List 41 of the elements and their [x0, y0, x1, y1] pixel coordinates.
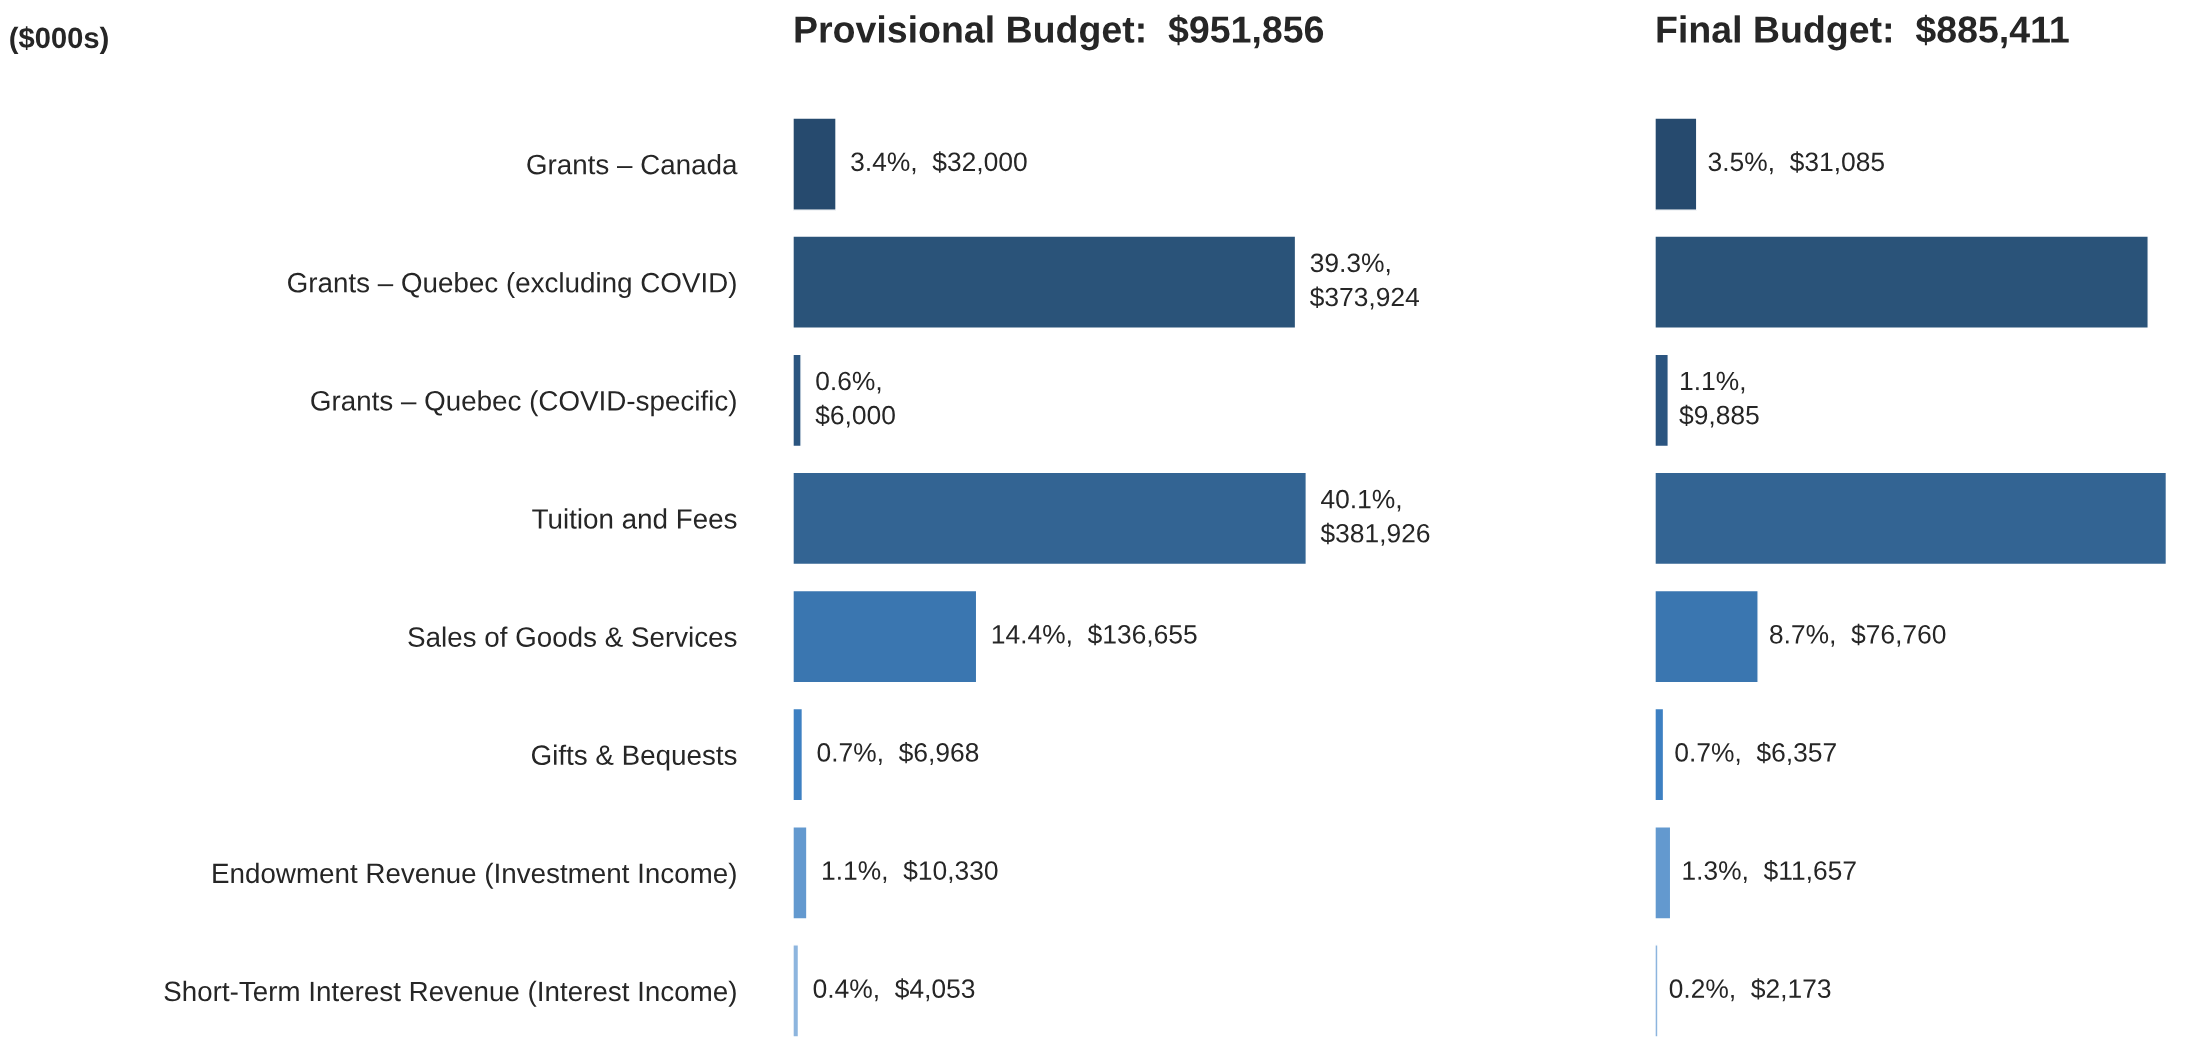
- data-label: 3.4%, $32,000: [851, 151, 1027, 175]
- y-tick-label: Grants – Canada: [527, 154, 738, 175]
- bar: [793, 353, 802, 448]
- data-label: 1.1%, $10,330: [823, 860, 998, 884]
- y-tick-label: Gifts & Bequests: [531, 744, 737, 771]
- y-tick-label: Sales of Goods & Services: [408, 626, 737, 647]
- data-label: 14.4%, $136,655: [992, 623, 1197, 647]
- chart-title: Provisional Budget: $951,856: [795, 14, 1324, 51]
- y-tick-label: Tuition and Fees: [532, 508, 737, 529]
- data-label: 0.4%, $4,053: [813, 978, 975, 1002]
- bar: [1655, 117, 1698, 211]
- bar: [793, 826, 808, 920]
- bar: [1655, 589, 1759, 684]
- text: ($000s): [10, 26, 108, 54]
- bar: [793, 707, 804, 802]
- data-label: 1.1%, $9,885: [1679, 371, 1759, 428]
- data-label: 0.6%, $6,000: [815, 371, 895, 428]
- chart-title: Final Budget: $885,411: [1657, 14, 2069, 51]
- y-tick-label: Short-Term Interest Revenue (Interest Income): [164, 980, 736, 1007]
- data-label: 0.2%, $2,173: [1669, 978, 1831, 1002]
- bar: [793, 589, 978, 684]
- bar: [793, 117, 837, 211]
- bar: [1655, 707, 1665, 802]
- data-label: 8.7%, $76,760: [1770, 623, 1946, 647]
- y-tick-label: Endowment Revenue (Investment Income): [213, 862, 736, 889]
- bar: [1655, 826, 1672, 920]
- bar: [793, 235, 1297, 329]
- y-tick-label: Grants – Quebec (COVID-specific): [311, 390, 736, 417]
- bar: [1655, 235, 2149, 329]
- data-label: 39.3%, $373,924: [1309, 253, 1419, 310]
- data-label: 0.7%, $6,968: [817, 741, 979, 765]
- data-label: 0.7%, $6,357: [1675, 741, 1836, 765]
- data-label: 3.5%, $31,085: [1708, 151, 1884, 175]
- data-label: 1.3%, $11,657: [1683, 860, 1856, 884]
- bar: [1655, 471, 2168, 566]
- bar: [1655, 353, 1669, 448]
- bar: [1655, 944, 1659, 1038]
- bar: [793, 944, 800, 1038]
- bar: [793, 471, 1308, 566]
- y-tick-label: Grants – Quebec (excluding COVID): [288, 272, 736, 299]
- data-label: 40.1%, $381,926: [1320, 489, 1430, 546]
